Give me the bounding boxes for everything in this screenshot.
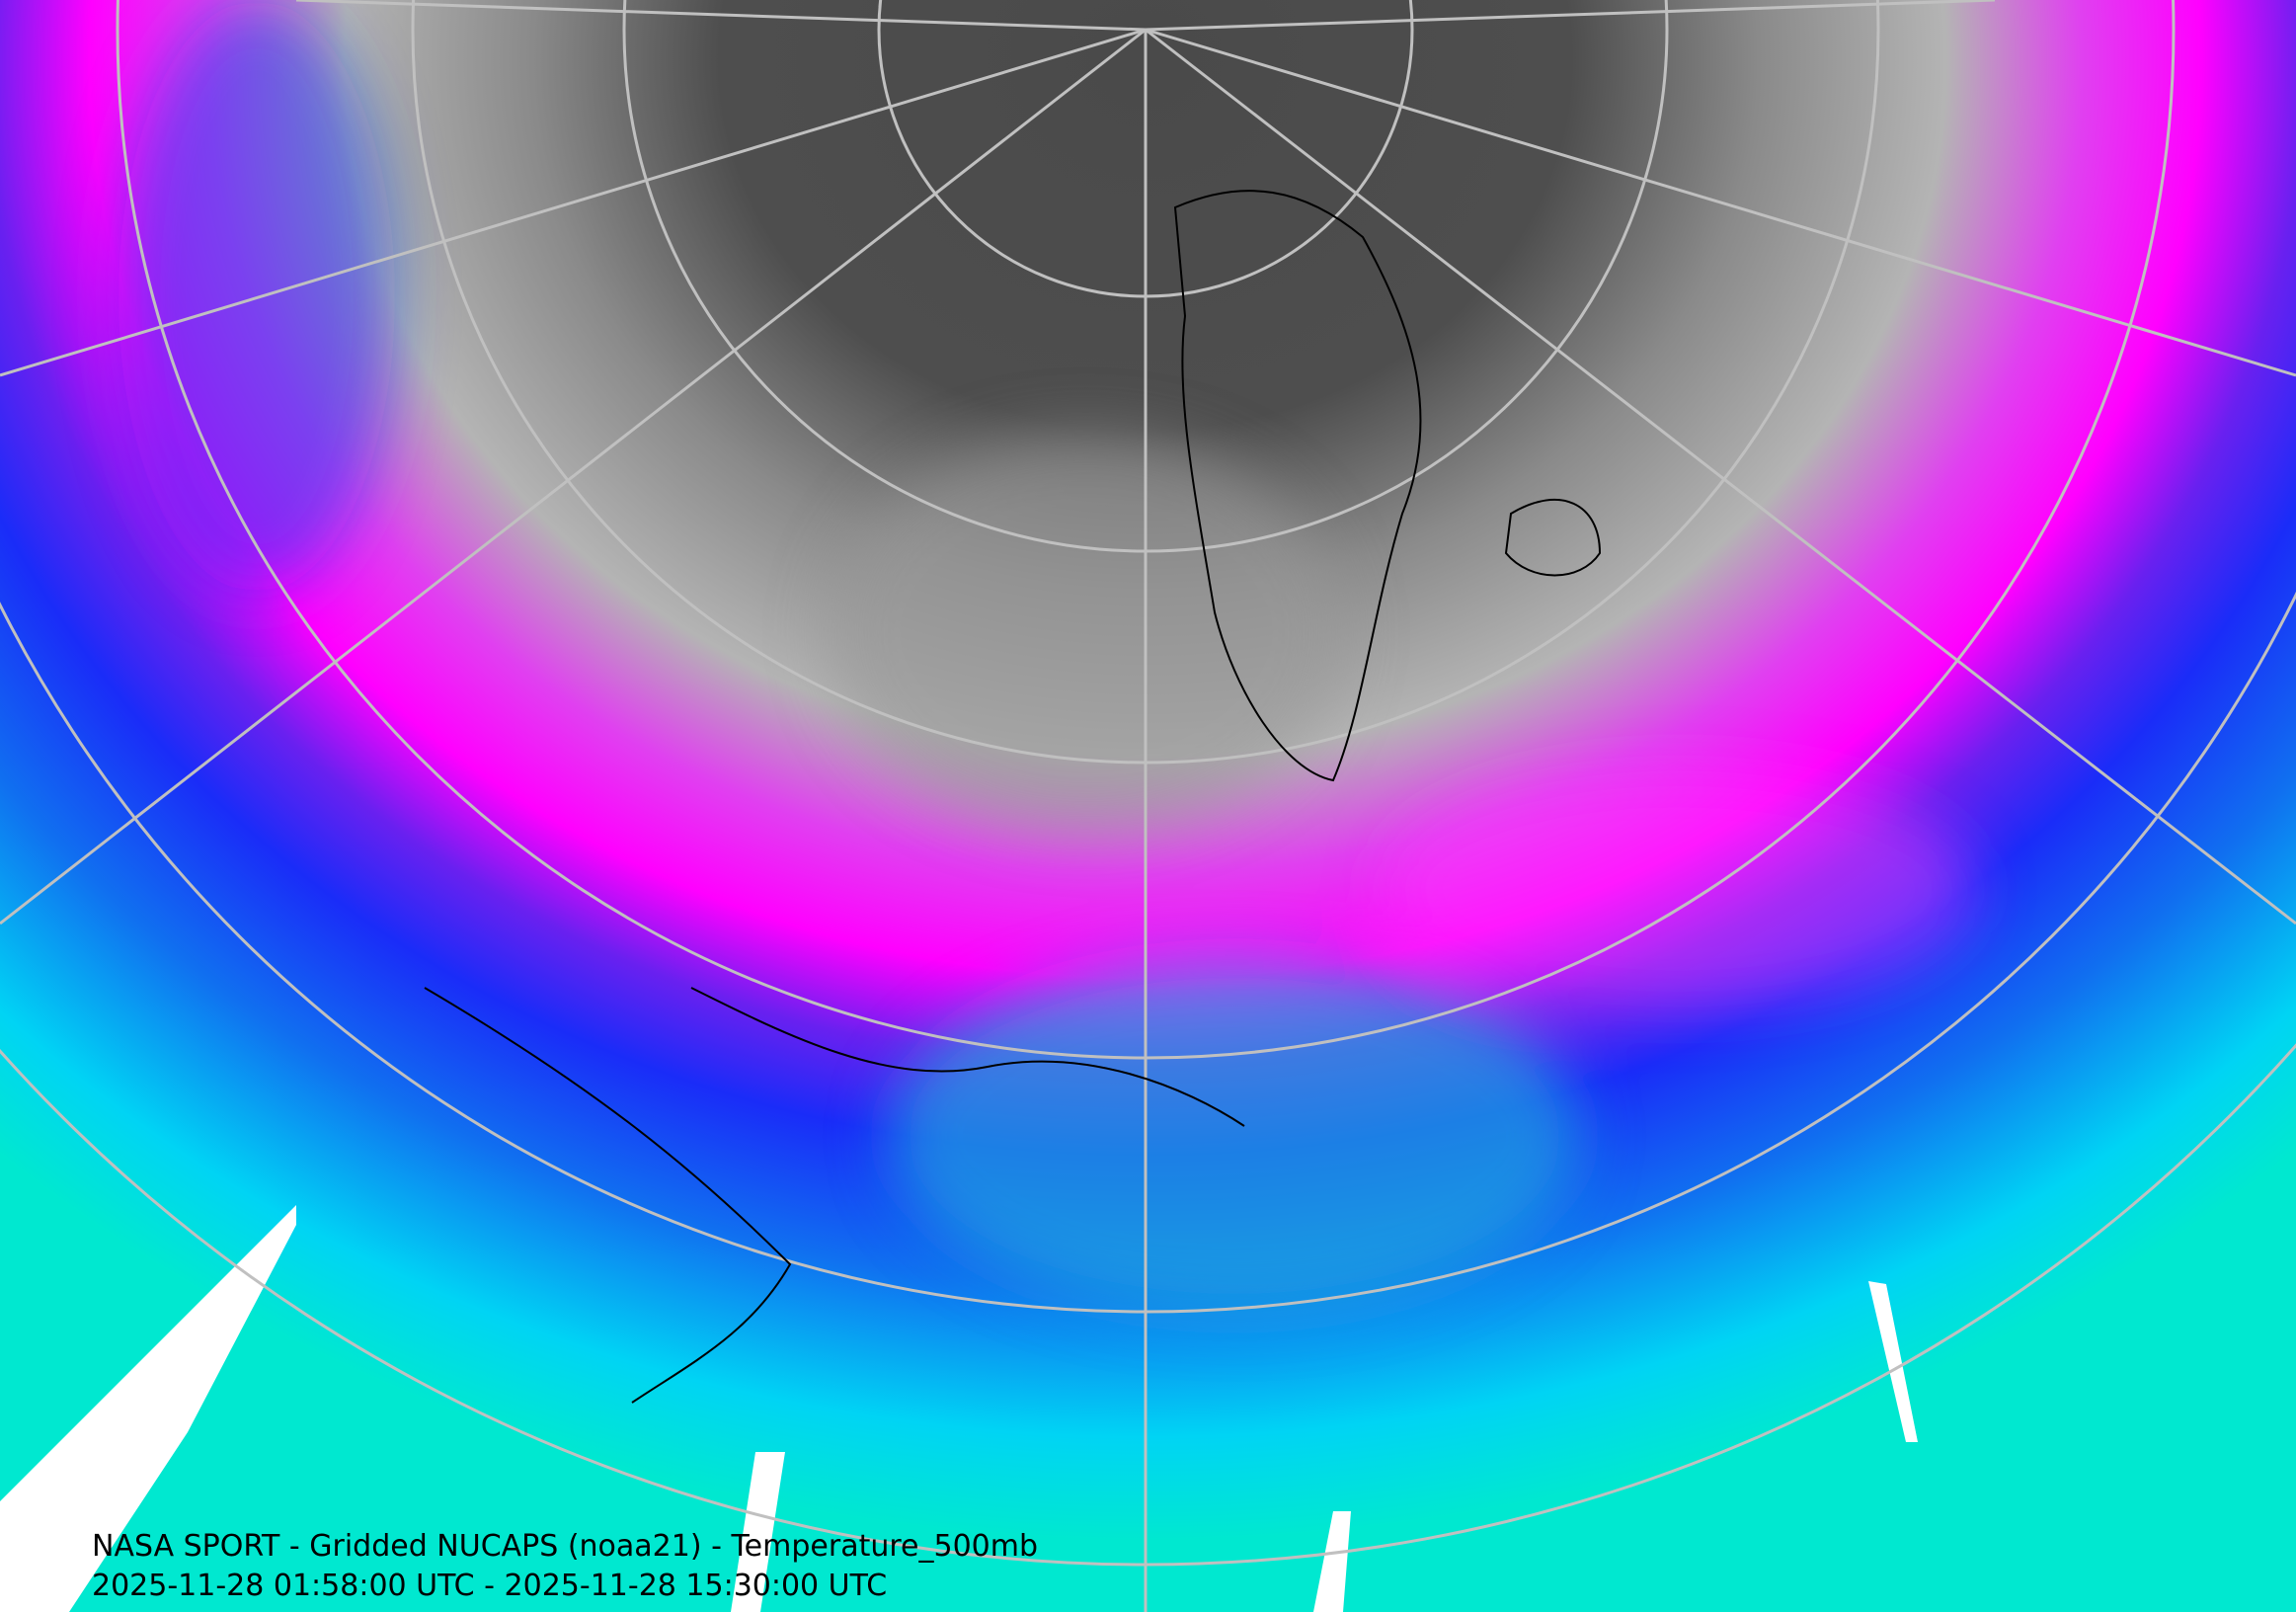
caption-title: NASA SPORT - Gridded NUCAPS (noaa21) - T… [92,1529,1038,1564]
coastlines [424,190,1602,1404]
field-variations [119,0,1975,1314]
caption-time: 2025-11-28 01:58:00 UTC - 2025-11-28 15:… [92,1569,887,1603]
no-data-swaths [0,1205,1918,1612]
